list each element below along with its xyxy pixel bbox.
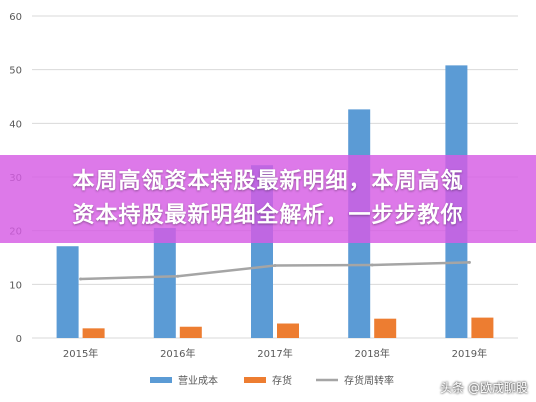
y-tick-label: 50 bbox=[9, 66, 22, 77]
x-tick-label: 2016年 bbox=[160, 347, 195, 360]
legend-label: 营业成本 bbox=[178, 374, 218, 387]
bar-inventory bbox=[374, 318, 397, 338]
x-tick-label: 2017年 bbox=[257, 347, 292, 360]
watermark: 头条 @欧成聊股 bbox=[440, 381, 528, 395]
legend-swatch bbox=[150, 377, 172, 383]
bar-inventory bbox=[471, 317, 494, 338]
title-banner: 本周高瓴资本持股最新明细，本周高瓴 资本持股最新明细全解析，一步步教你 bbox=[0, 155, 536, 243]
line-point bbox=[273, 264, 277, 268]
bar-inventory bbox=[82, 328, 105, 338]
line-point bbox=[467, 260, 471, 264]
x-tick-label: 2015年 bbox=[63, 347, 98, 360]
bar-inventory bbox=[179, 326, 202, 338]
x-tick-label: 2019年 bbox=[452, 347, 487, 360]
y-tick-label: 0 bbox=[16, 334, 22, 345]
bar-inventory bbox=[277, 323, 299, 338]
banner-line-1: 本周高瓴资本持股最新明细，本周高瓴 bbox=[72, 169, 464, 194]
x-tick-label: 2018年 bbox=[354, 347, 389, 360]
line-point bbox=[176, 274, 180, 278]
line-point bbox=[79, 277, 83, 281]
y-tick-label: 60 bbox=[9, 12, 22, 23]
legend-label: 存货 bbox=[272, 374, 292, 387]
legend-swatch bbox=[244, 377, 266, 383]
y-tick-label: 40 bbox=[9, 119, 22, 130]
bar-cost bbox=[153, 227, 176, 338]
line-point bbox=[370, 263, 374, 267]
y-tick-label: 10 bbox=[9, 280, 22, 291]
bar-cost bbox=[56, 246, 79, 338]
banner-line-2: 资本持股最新明细全解析，一步步教你 bbox=[72, 203, 464, 228]
legend-label: 存货周转率 bbox=[344, 374, 394, 387]
